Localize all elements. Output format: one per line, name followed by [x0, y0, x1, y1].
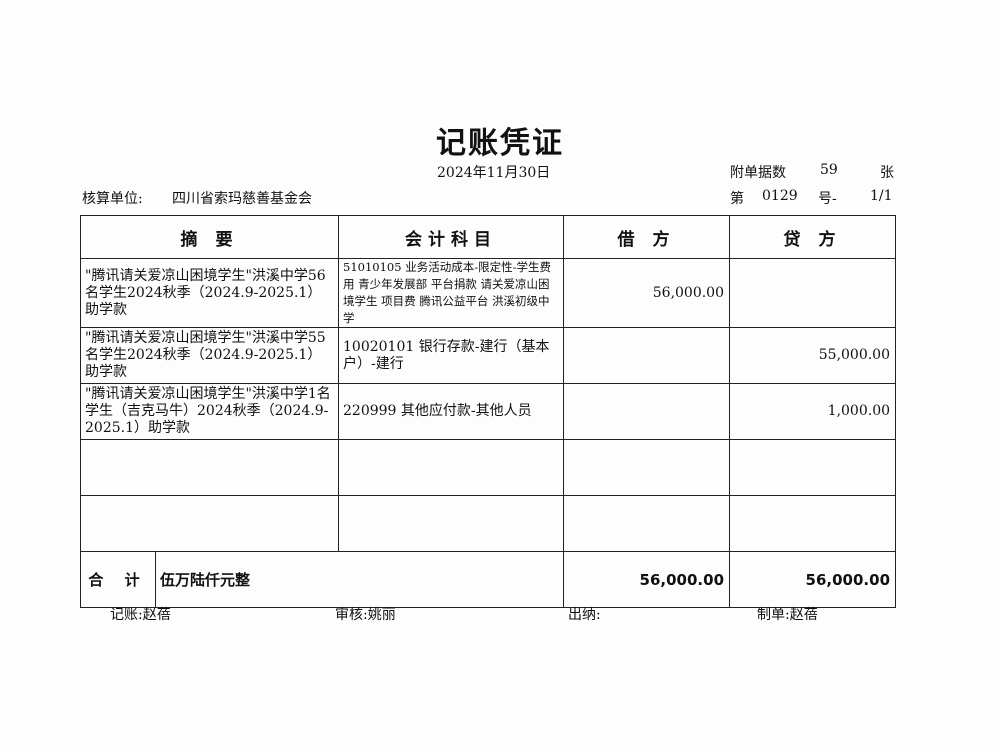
voucher-page-no: 1/1: [870, 188, 893, 204]
row-summary: "腾讯请关爱凉山困境学生"洪溪中学56名学生2024秋季（2024.9-2025…: [79, 258, 340, 328]
table-row: "腾讯请关爱凉山困境学生"洪溪中学1名学生（吉克马牛）2024秋季（2024.9…: [79, 383, 897, 440]
row-credit: [729, 258, 897, 328]
row-account: 51010105 业务活动成本-限定性-学生费用 青少年发展部 平台捐款 请关爱…: [338, 258, 565, 328]
attachments-unit: 张: [880, 165, 894, 181]
table-row: "腾讯请关爱凉山困境学生"洪溪中学55名学生2024秋季（2024.9-2025…: [79, 327, 897, 384]
signature-preparer: 制单:赵蓓: [757, 604, 818, 624]
table-row-empty: [79, 439, 897, 496]
row-credit: 55,000.00: [729, 327, 897, 384]
row-account: [338, 495, 565, 552]
table-row-empty: [79, 495, 897, 552]
row-credit: 1,000.00: [729, 383, 897, 440]
signature-label: 记账:: [110, 607, 143, 623]
row-debit: [563, 439, 731, 496]
attachments-count: 59: [820, 162, 838, 178]
signature-name: 赵蓓: [142, 607, 171, 623]
voucher-suffix: 号-: [818, 191, 837, 207]
row-summary: [79, 495, 340, 552]
total-label: 合 计: [80, 551, 156, 608]
row-summary: [79, 439, 340, 496]
voucher-number: 0129: [762, 188, 798, 204]
voucher-date: 2024年11月30日: [437, 165, 551, 181]
page-title: 记账凭证: [436, 126, 564, 161]
row-account: [338, 439, 565, 496]
total-credit: 56,000.00: [729, 551, 897, 608]
signature-label: 制单:: [757, 607, 790, 623]
header-summary: 摘 要: [79, 215, 340, 259]
row-summary: "腾讯请关爱凉山困境学生"洪溪中学1名学生（吉克马牛）2024秋季（2024.9…: [79, 383, 340, 440]
header-credit: 贷 方: [729, 215, 897, 259]
row-summary: "腾讯请关爱凉山困境学生"洪溪中学55名学生2024秋季（2024.9-2025…: [79, 327, 340, 384]
signature-label: 出纳:: [568, 607, 601, 623]
voucher-prefix: 第: [730, 191, 744, 207]
voucher-table: 摘 要 会计科目 借 方 贷 方 "腾讯请关爱凉山困境学生"洪溪中学56名学生2…: [79, 215, 897, 608]
row-debit: [563, 327, 731, 384]
row-credit: [729, 439, 897, 496]
row-debit: [563, 495, 731, 552]
unit-label: 核算单位:: [82, 191, 143, 207]
table-row: "腾讯请关爱凉山困境学生"洪溪中学56名学生2024秋季（2024.9-2025…: [79, 258, 897, 328]
row-debit: [563, 383, 731, 440]
attachments-label: 附单据数: [730, 165, 786, 181]
row-account: 10020101 银行存款-建行（基本户）-建行: [338, 327, 565, 384]
row-account: 220999 其他应付款-其他人员: [338, 383, 565, 440]
signature-cashier: 出纳:: [568, 604, 601, 624]
total-amount-words: 伍万陆仟元整: [154, 551, 565, 608]
signature-name: 赵蓓: [789, 607, 818, 623]
signature-name: 姚丽: [367, 607, 396, 623]
row-credit: [729, 495, 897, 552]
unit-name: 四川省索玛慈善基金会: [172, 191, 312, 207]
header-account: 会计科目: [338, 215, 565, 259]
header-debit: 借 方: [563, 215, 731, 259]
signature-bookkeeper: 记账:赵蓓: [110, 604, 171, 624]
total-row: 合 计 伍万陆仟元整 56,000.00 56,000.00: [80, 551, 897, 608]
signature-reviewer: 审核:姚丽: [335, 604, 396, 624]
total-debit: 56,000.00: [563, 551, 731, 608]
row-debit: 56,000.00: [563, 258, 731, 328]
signature-label: 审核:: [335, 607, 368, 623]
